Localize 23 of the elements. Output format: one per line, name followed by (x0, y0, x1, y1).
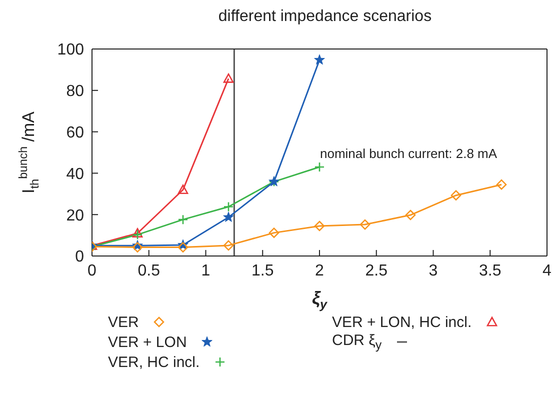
x-tick-label: 3.5 (479, 262, 502, 280)
x-tick-label: 1 (201, 262, 210, 280)
x-tick-label: 4 (542, 262, 552, 280)
legend-label: VER, HC incl. (108, 354, 200, 370)
x-tick-label: 0.5 (138, 262, 160, 280)
y-tick-label: 80 (66, 83, 84, 100)
y-tick-label: 0 (75, 248, 84, 266)
x-tick-label: 0 (88, 262, 97, 280)
legend-label: VER + LON, HC incl. (332, 314, 472, 330)
x-tick-label: 2.5 (365, 262, 388, 280)
x-tick-label: 2 (315, 262, 324, 280)
x-tick-label: 3 (428, 262, 438, 280)
x-axis-title: ξ$_{y}$ (312, 288, 328, 312)
y-tick-label: 100 (57, 42, 84, 59)
y-tick-label: 20 (66, 207, 84, 224)
y-tick-label: 60 (66, 124, 84, 142)
y-tick-label: 40 (66, 166, 84, 183)
legend-label: CDR ξ$_{y}$ (332, 332, 382, 352)
annotation: nominal bunch current: 2.8 mA (320, 146, 498, 161)
chart-title: different impedance scenarios (217, 8, 433, 27)
x-tick-label: 1.5 (252, 262, 274, 280)
legend-label: VER + LON (108, 334, 187, 350)
legend-label: VER (108, 314, 139, 330)
